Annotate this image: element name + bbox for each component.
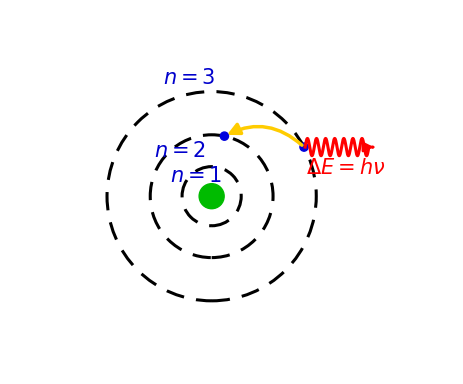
Text: $\mathbf{\mathit{n=2}}$: $\mathbf{\mathit{n=2}}$ xyxy=(153,141,206,161)
Text: $\mathbf{\mathit{n=1}}$: $\mathbf{\mathit{n=1}}$ xyxy=(169,166,221,186)
Text: $\Delta E = h\nu$: $\Delta E = h\nu$ xyxy=(306,157,385,177)
Circle shape xyxy=(220,132,228,140)
Circle shape xyxy=(199,184,224,209)
Text: $\mathbf{\mathit{n=3}}$: $\mathbf{\mathit{n=3}}$ xyxy=(163,68,215,88)
FancyArrowPatch shape xyxy=(230,124,301,145)
Circle shape xyxy=(299,143,307,151)
